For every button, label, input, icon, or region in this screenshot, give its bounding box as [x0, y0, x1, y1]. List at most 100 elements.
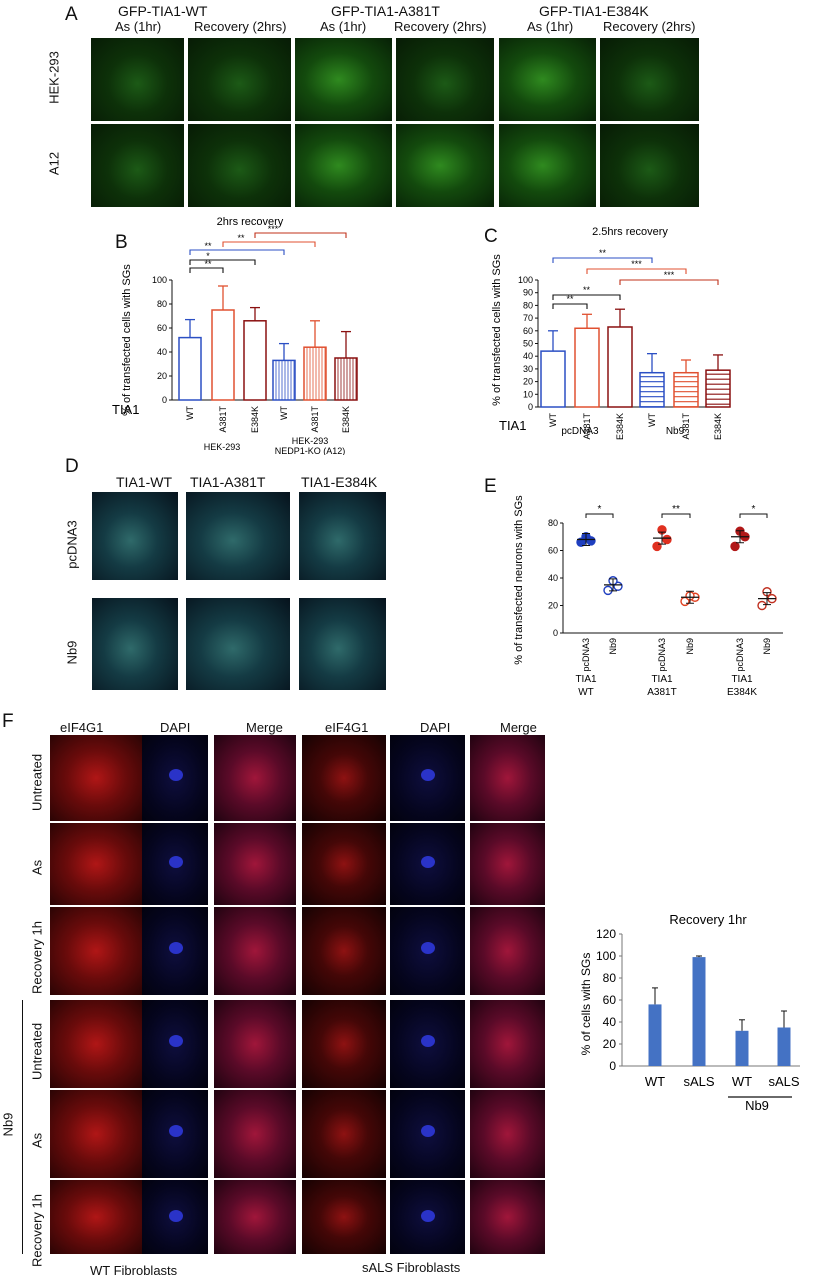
- panel-f-row-4: Untreated: [29, 1022, 45, 1081]
- panel-f-group-bracket: [22, 1000, 23, 1254]
- chart-f-xtick-label: WT: [645, 1074, 665, 1089]
- panel-a-col-5: As (1hr): [527, 19, 574, 34]
- chart-b-bar: [211, 309, 235, 401]
- micrograph-a-a381t-as-hek: [295, 38, 392, 121]
- chart-b-xtick-label: WT: [185, 406, 195, 420]
- chart-e-xtick-label: pcDNA3: [581, 638, 591, 672]
- micrograph-f-r3-wt-merge: [214, 907, 296, 995]
- chart-b-sig-bracket: [189, 267, 224, 273]
- chart-e-point: [652, 541, 662, 552]
- chart-c-ytick-label: 0: [528, 402, 533, 412]
- panel-f-row-3: Recovery 1h: [29, 921, 45, 994]
- chart-b-ytick-label: 80: [157, 299, 167, 309]
- micrograph-f-r6-wt-dapi: [142, 1180, 208, 1254]
- chart-f: Recovery 1hr % of cells with SGs Nb9 0 20…: [579, 912, 800, 1113]
- chart-b-xtick-label: E384K: [250, 406, 260, 433]
- chart-b-ytick-label: 100: [152, 275, 167, 285]
- chart-b-sig-bracket: [189, 249, 285, 255]
- panel-f-row-5: As: [29, 1132, 45, 1149]
- panel-f-col-6: Merge: [500, 720, 537, 735]
- nucleus-blob: [420, 1209, 435, 1222]
- chart-b-title: 2hrs recovery: [217, 216, 284, 228]
- panel-e-letter: E: [484, 476, 497, 497]
- chart-b-ytick-label: 0: [162, 395, 167, 405]
- panel-f-col-1: eIF4G1: [60, 720, 104, 735]
- chart-c-sig-label: **: [599, 248, 607, 258]
- nucleus-blob: [420, 769, 435, 782]
- panel-f-group-label: Nb9: [0, 1112, 16, 1137]
- chart-e-group-1a: TIA1: [575, 674, 597, 685]
- chart-c-xtick-label: A381T: [582, 413, 592, 440]
- micrograph-f-r3-sals-dapi: [390, 907, 465, 995]
- nucleus-blob: [169, 855, 184, 868]
- micrograph-d-a381t-nb9: [186, 598, 290, 690]
- chart-b-ylabel: % of transfected cells with SGs: [121, 264, 133, 416]
- chart-c-xtick-label: E384K: [615, 413, 625, 440]
- micrograph-f-r6-sals-eif4g1: [302, 1180, 386, 1254]
- chart-e-sig-bracket: [661, 513, 691, 518]
- chart-b-sig-label: **: [204, 241, 212, 251]
- chart-f-xtick-label: sALS: [683, 1074, 714, 1089]
- panel-d-row-2: Nb9: [64, 640, 80, 665]
- micrograph-a-wt-rec-hek: [188, 38, 291, 121]
- nucleus-blob: [169, 769, 184, 782]
- chart-b-sig-bracket: [254, 232, 347, 238]
- chart-b-xtick-label: A381T: [218, 406, 228, 433]
- micrograph-a-e384k-rec-hek: [600, 38, 699, 121]
- chart-e-group-1b: WT: [578, 687, 594, 698]
- chart-e-xtick-label: pcDNA3: [735, 638, 745, 672]
- panel-d-col-1: TIA1-WT: [116, 474, 172, 490]
- chart-f-ytick-label: 0: [609, 1059, 616, 1073]
- micrograph-f-r5-sals-dapi: [390, 1090, 465, 1178]
- chart-e-ytick-label: 80: [548, 518, 558, 528]
- chart-c-sig-bracket: [619, 279, 719, 285]
- panel-a-group-1: GFP-TIA1-WT: [118, 3, 208, 19]
- micrograph-f-r1-sals-merge: [470, 735, 545, 821]
- chart-f-bar: [735, 1030, 749, 1066]
- chart-b-ytick-label: 20: [157, 371, 167, 381]
- chart-c-ytick-label: 100: [518, 275, 533, 285]
- chart-c-xtick-label: E384K: [713, 413, 723, 440]
- micrograph-f-r2-wt-merge: [214, 823, 296, 905]
- chart-f-ylabel: % of cells with SGs: [579, 953, 593, 1056]
- micrograph-f-r5-wt-eif4g1: [50, 1090, 142, 1178]
- chart-c-ytick-label: 30: [523, 364, 533, 374]
- panel-a-row-2: A12: [46, 151, 62, 176]
- nucleus-blob: [420, 1035, 435, 1048]
- chart-e-sig-label: **: [672, 504, 680, 515]
- chart-c-sig-bracket: [586, 268, 687, 274]
- chart-e-xtick-label: pcDNA3: [657, 638, 667, 672]
- chart-c-sig-bracket: [552, 294, 621, 300]
- micrograph-d-e384k-pcdna3: [299, 492, 386, 580]
- chart-e-sig-bracket: [585, 513, 614, 518]
- chart-b-bar: [303, 346, 327, 401]
- panel-d-row-1: pcDNA3: [64, 520, 80, 569]
- panel-f-col-3: Merge: [246, 720, 283, 735]
- micrograph-f-r3-wt-eif4g1: [50, 907, 142, 995]
- nucleus-blob: [420, 855, 435, 868]
- chart-c-axis-prefix: TIA1: [499, 418, 526, 433]
- chart-c-bar: [574, 327, 600, 408]
- micrograph-a-a381t-as-a12: [295, 124, 392, 207]
- chart-e-sig-label: *: [752, 504, 756, 515]
- chart-e-point: [662, 534, 672, 545]
- panel-a-col-1: As (1hr): [115, 19, 162, 34]
- micrograph-a-e384k-rec-a12: [600, 124, 699, 207]
- micrograph-f-r5-sals-eif4g1: [302, 1090, 386, 1178]
- chart-c-sig-label: **: [583, 285, 591, 295]
- panel-f-col-5: DAPI: [420, 720, 451, 735]
- nucleus-blob: [169, 1035, 184, 1048]
- chart-b-group-1: HEK-293: [204, 442, 241, 452]
- chart-b-bar: [243, 320, 267, 401]
- chart-c-group-2: Nb9: [666, 426, 685, 437]
- micrograph-f-r1-sals-dapi: [390, 735, 465, 821]
- chart-c-xtick-label: WT: [647, 413, 657, 427]
- chart-b-sig-label: **: [237, 233, 245, 243]
- chart-b-sig-bracket: [222, 241, 316, 247]
- micrograph-d-e384k-nb9: [299, 598, 386, 690]
- panel-a-letter: A: [65, 4, 78, 25]
- micrograph-f-r1-wt-eif4g1: [50, 735, 142, 821]
- micrograph-f-r6-wt-merge: [214, 1180, 296, 1254]
- chart-c-ytick-label: 70: [523, 313, 533, 323]
- micrograph-a-a381t-rec-hek: [396, 38, 494, 121]
